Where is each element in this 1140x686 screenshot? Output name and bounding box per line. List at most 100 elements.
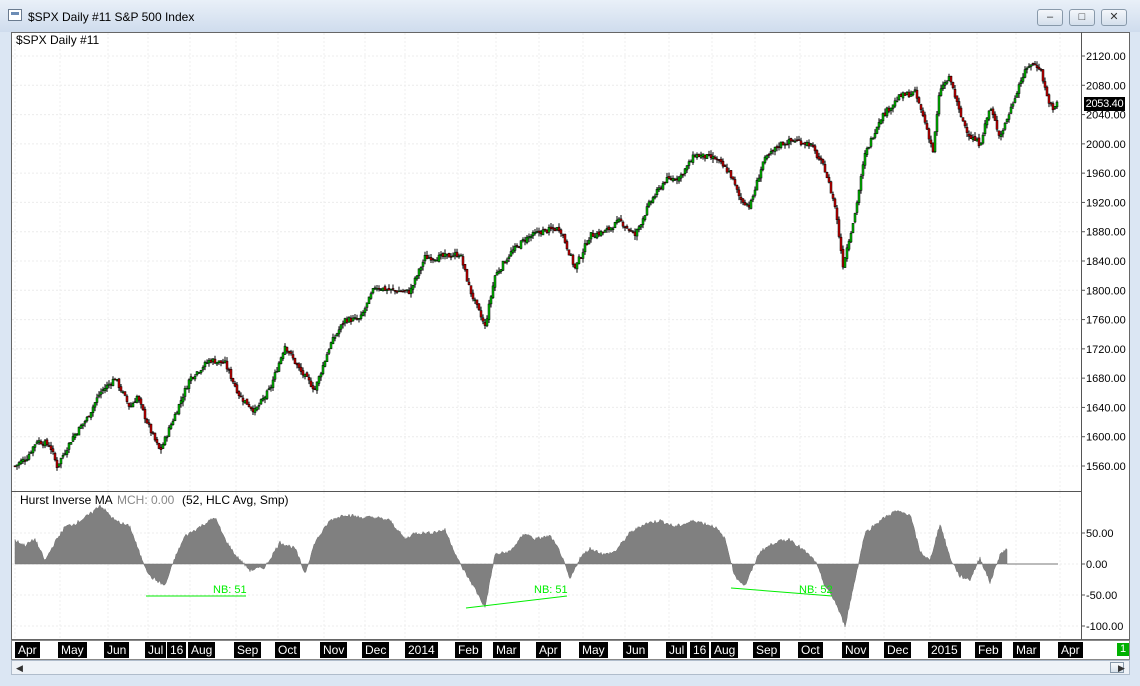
candle-body: [799, 140, 803, 145]
candle-body: [765, 155, 769, 159]
candle-body: [693, 155, 697, 158]
candle-body: [637, 226, 641, 230]
candle-body: [531, 232, 535, 237]
candle-body: [367, 296, 371, 305]
candle-body: [369, 293, 373, 299]
candle-body: [19, 460, 23, 465]
time-axis-label: Aug: [188, 642, 216, 658]
horizontal-scrollbar[interactable]: ◀ ▶: [11, 660, 1130, 675]
candle-body: [269, 386, 273, 389]
candle-body: [747, 204, 751, 208]
time-axis-label: Apr: [1058, 642, 1083, 658]
nb-trendline: [465, 595, 568, 609]
candle-body: [973, 136, 977, 141]
candle-body: [901, 92, 905, 99]
minimize-button[interactable]: –: [1037, 9, 1063, 26]
candle-body: [989, 109, 993, 111]
candle-body: [301, 370, 305, 376]
candle-body: [413, 277, 417, 285]
candle-body: [967, 133, 971, 137]
candle-body: [267, 388, 271, 390]
candle-body: [127, 402, 131, 407]
candle-body: [923, 114, 927, 123]
candle-body: [1019, 80, 1023, 84]
candle-body: [1017, 84, 1021, 94]
candle-body: [381, 287, 385, 291]
candle-body: [879, 119, 883, 125]
candle-body: [1027, 66, 1031, 68]
time-axis-label: Jun: [623, 642, 649, 658]
candle-body: [553, 228, 557, 232]
time-axis-label: Oct: [798, 642, 823, 658]
candle-body: [105, 384, 109, 389]
time-axis-label: Nov: [842, 642, 870, 658]
candle-body: [185, 388, 189, 390]
time-axis-label: 16: [167, 642, 187, 658]
nb-label: NB: 52: [799, 584, 833, 596]
candle-body: [919, 104, 923, 110]
candle-body: [357, 318, 361, 320]
candle-body: [777, 146, 781, 148]
candle-body: [927, 128, 931, 140]
candle-body: [279, 357, 283, 364]
candle-body: [703, 154, 707, 159]
candle-body: [741, 198, 745, 203]
candle-body: [565, 241, 569, 250]
candle-body: [1011, 103, 1015, 107]
candle-body: [371, 288, 375, 294]
candle-body: [629, 230, 633, 232]
candle-body: [865, 148, 869, 155]
candle-body: [963, 120, 967, 127]
candle-body: [793, 141, 797, 143]
price-tick-label: 2120.00: [1086, 51, 1126, 63]
candle-body: [173, 413, 177, 421]
candle-body: [623, 226, 627, 229]
candle-body: [429, 257, 433, 261]
status-badge[interactable]: 1: [1117, 643, 1129, 656]
candle-body: [955, 95, 959, 102]
candle-body: [603, 230, 607, 233]
candle-body: [701, 153, 705, 157]
maximize-button[interactable]: □: [1069, 9, 1095, 26]
candle-body: [507, 256, 511, 259]
candle-body: [321, 365, 325, 374]
scroll-left-icon[interactable]: ◀: [16, 663, 23, 673]
candle-body: [1047, 94, 1051, 104]
candle-body: [249, 406, 253, 409]
time-axis-label: Sep: [234, 642, 262, 658]
close-button[interactable]: ✕: [1101, 9, 1127, 26]
candle-body: [63, 453, 67, 455]
candle-body: [281, 352, 285, 359]
candle-body: [233, 382, 237, 387]
indicator-tick-label: 50.00: [1086, 528, 1114, 540]
candle-body: [949, 75, 953, 83]
candle-body: [851, 223, 855, 233]
candle-body: [441, 253, 445, 257]
candle-body: [669, 177, 673, 180]
candle-body: [485, 318, 489, 327]
scroll-right-icon[interactable]: ▶: [1118, 663, 1125, 673]
scroll-thumb[interactable]: [1110, 662, 1124, 673]
candle-body: [229, 369, 233, 379]
indicator-grid: [12, 492, 1080, 638]
candle-body: [163, 436, 167, 446]
candle-body: [291, 354, 295, 359]
candle-body: [833, 198, 837, 207]
candle-body: [541, 229, 545, 236]
candle-body: [655, 189, 659, 195]
candle-body: [79, 425, 83, 429]
candle-body: [87, 415, 91, 418]
candle-body: [29, 452, 33, 454]
candle-body: [685, 165, 689, 171]
candle-body: [545, 229, 549, 233]
candle-body: [237, 391, 241, 397]
candle-body: [139, 398, 143, 405]
candle-body: [781, 141, 785, 146]
candle-body: [725, 167, 729, 173]
candle-body: [931, 142, 935, 153]
pane-separator[interactable]: [11, 491, 1081, 492]
indicator-name: Hurst Inverse MA: [20, 493, 113, 507]
candle-body: [335, 333, 339, 337]
candle-body: [563, 234, 567, 243]
